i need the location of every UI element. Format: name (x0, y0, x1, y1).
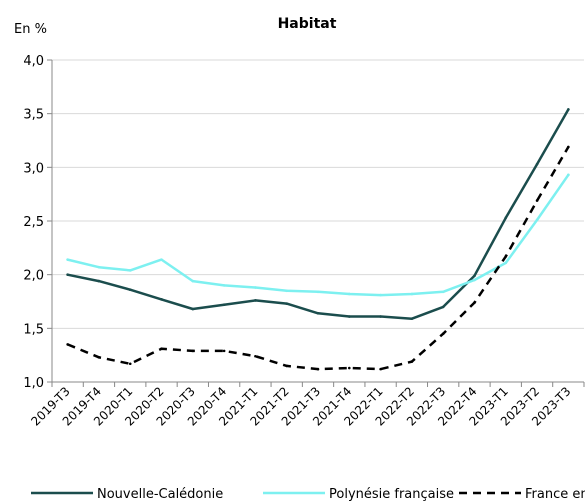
data-point (535, 162, 539, 166)
y-tick-label: 1,5 (23, 322, 44, 337)
data-point (441, 332, 445, 336)
y-tick-label: 1,0 (23, 376, 44, 391)
data-point (222, 284, 226, 287)
legend-label: Polynésie française (329, 487, 454, 502)
y-tick-label: 3,5 (23, 108, 44, 123)
data-point (66, 343, 69, 346)
data-point (128, 362, 132, 366)
y-tick-label: 2,0 (23, 269, 44, 284)
data-point (66, 273, 69, 276)
data-point (441, 305, 445, 309)
data-point (410, 292, 414, 296)
data-point (379, 293, 382, 297)
data-point (316, 312, 320, 315)
y-tick-label: 3,0 (23, 161, 44, 176)
series-line (66, 108, 570, 320)
data-point (316, 290, 320, 294)
data-point (504, 216, 508, 220)
data-point (222, 303, 226, 307)
data-point (473, 274, 476, 278)
y-tick-label: 4,0 (23, 54, 44, 69)
data-point (567, 108, 570, 111)
series-line (67, 146, 570, 371)
data-point (222, 349, 226, 353)
data-point (347, 366, 351, 370)
data-point (473, 301, 476, 304)
data-point (347, 315, 351, 318)
data-point (441, 290, 445, 294)
data-point (504, 255, 508, 258)
data-point (535, 218, 539, 222)
data-point (316, 367, 320, 371)
gridlines (52, 59, 584, 329)
data-point (285, 289, 289, 293)
data-point (128, 269, 132, 272)
data-point (160, 258, 163, 261)
legend-label: France entière (525, 487, 585, 502)
data-point (254, 354, 257, 358)
data-point (191, 349, 195, 353)
legend: Nouvelle-Calédonie Polynésie française Fra… (31, 487, 585, 502)
data-point (347, 292, 351, 296)
legend-label: Nouvelle-Calédonie (97, 487, 223, 502)
data-point (191, 279, 195, 283)
chart-title: Habitat (278, 16, 337, 32)
data-point (504, 261, 508, 265)
data-point (535, 199, 539, 202)
data-point (379, 367, 382, 371)
data-point (410, 360, 414, 363)
data-point (567, 145, 570, 149)
data-point (160, 298, 163, 301)
data-point (285, 364, 289, 368)
data-point (254, 299, 257, 302)
data-point (567, 173, 570, 177)
data-point (160, 347, 163, 351)
data-point (191, 307, 195, 311)
data-point (128, 288, 132, 291)
series-line (66, 173, 570, 297)
y-axis-unit-label: En % (14, 22, 47, 37)
data-point (254, 286, 257, 289)
x-tick-labels: 2019-T32019-T42020-T12020-T22020-T32020-… (28, 382, 585, 429)
data-point (97, 356, 101, 359)
data-point (285, 302, 289, 305)
y-tick-labels: 1,0 1,5 2,0 2,5 3,0 3,5 4,0 (23, 54, 52, 391)
y-tick-label: 2,5 (23, 215, 44, 230)
data-point (473, 278, 476, 282)
data-point (410, 317, 414, 320)
data-point (97, 279, 101, 283)
data-point (66, 258, 69, 261)
series-lines (66, 108, 570, 371)
data-point (97, 265, 101, 269)
data-point (379, 315, 382, 318)
